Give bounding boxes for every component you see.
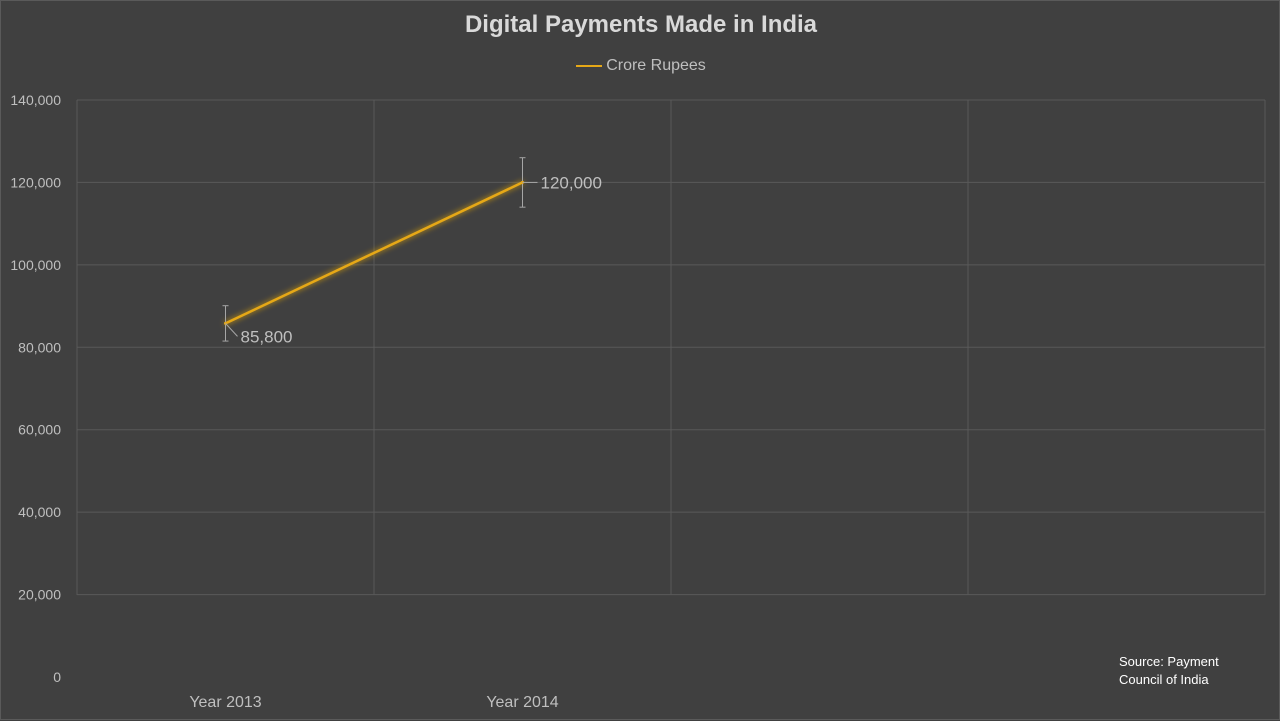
legend: Crore Rupees	[1, 57, 1280, 75]
data-label: 85,800	[241, 327, 293, 346]
y-tick-label: 60,000	[18, 422, 61, 438]
y-tick-label: 120,000	[10, 174, 61, 190]
data-label: 120,000	[541, 173, 602, 192]
source-note: Source: Payment Council of India	[1119, 654, 1219, 687]
chart-title: Digital Payments Made in India	[464, 11, 818, 38]
y-tick-label: 140,000	[10, 92, 61, 108]
y-tick-label: 20,000	[18, 587, 61, 603]
legend-label: Crore Rupees	[606, 57, 706, 74]
y-tick-label: 40,000	[18, 504, 61, 520]
y-tick-label: 0	[53, 669, 61, 685]
series-line	[224, 181, 524, 325]
x-category-label: Year 2013	[189, 694, 261, 711]
leader-line	[225, 323, 238, 337]
y-tick-label: 80,000	[18, 339, 61, 355]
legend-swatch	[576, 65, 603, 67]
x-category-label: Year 2014	[486, 694, 558, 711]
y-tick-label: 100,000	[10, 257, 61, 273]
